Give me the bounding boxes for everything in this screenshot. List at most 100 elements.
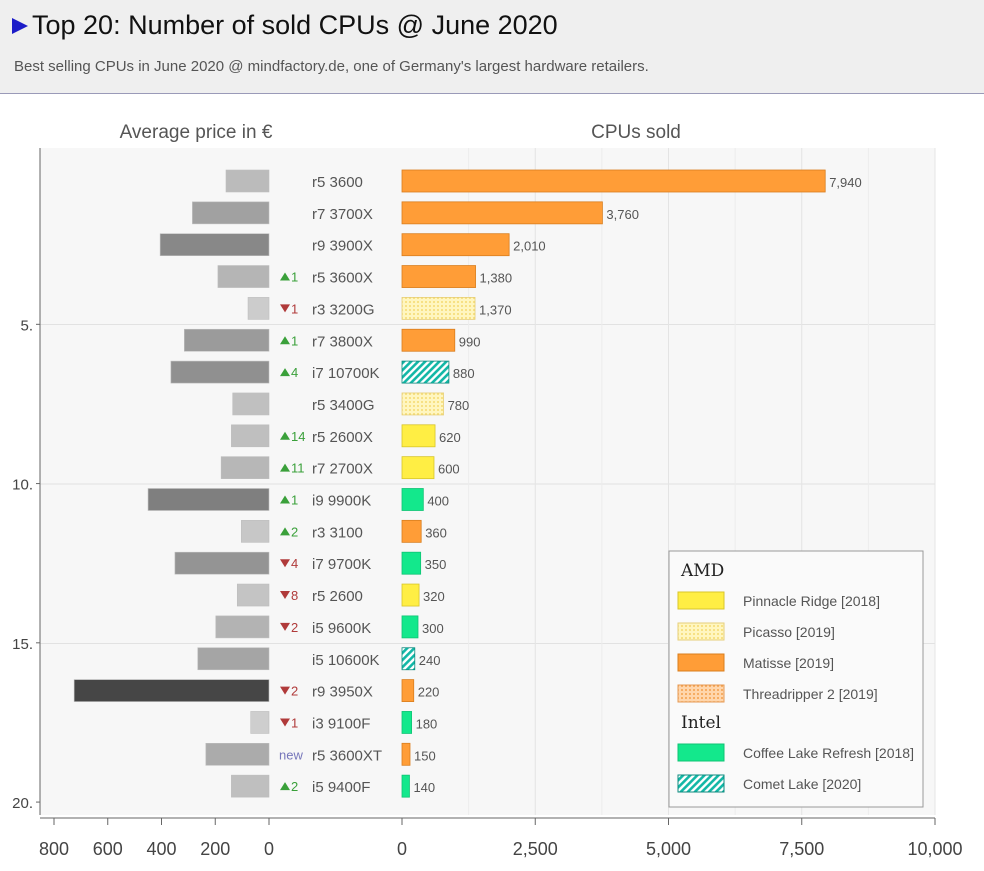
sold-bar xyxy=(401,424,436,448)
sold-bar xyxy=(401,774,410,798)
sold-bar xyxy=(401,360,450,384)
legend-item-label: Threadripper 2 [2019] xyxy=(743,686,878,702)
right-x-tick-label: 10,000 xyxy=(907,839,962,859)
price-bar xyxy=(236,583,270,607)
price-bar xyxy=(205,742,270,766)
rank-change-label: 1 xyxy=(291,270,298,285)
sold-value-label: 350 xyxy=(425,557,447,572)
legend-swatch xyxy=(677,591,725,610)
sold-value-label: 140 xyxy=(413,780,435,795)
rank-change-label: 4 xyxy=(291,556,298,571)
rank-change-label: 2 xyxy=(291,779,298,794)
rank-up-icon xyxy=(280,527,290,536)
cpu-name-label: r3 3200G xyxy=(312,301,375,318)
sold-bar xyxy=(401,711,412,734)
legend-swatch xyxy=(677,684,725,703)
sold-bar xyxy=(401,679,415,702)
sold-value-label: 2,010 xyxy=(513,239,546,254)
price-bar xyxy=(247,297,270,320)
price-bar xyxy=(73,679,270,702)
legend-item-label: Comet Lake [2020] xyxy=(743,776,861,792)
cpu-name-label: i5 9400F xyxy=(312,779,370,796)
rank-down-icon xyxy=(280,686,290,695)
right-x-tick-label: 0 xyxy=(397,839,407,859)
sold-bar xyxy=(401,519,422,543)
price-bar xyxy=(215,615,270,639)
sold-bar xyxy=(401,392,444,416)
rank-change-label: 2 xyxy=(291,524,298,539)
rank-change-label: 11 xyxy=(291,461,305,476)
rank-change-label: 8 xyxy=(291,588,298,603)
sold-value-label: 150 xyxy=(414,748,436,763)
sold-bar xyxy=(401,742,411,766)
sold-value-label: 600 xyxy=(438,462,460,477)
price-bar xyxy=(231,774,270,798)
price-bar xyxy=(232,392,270,416)
price-bar xyxy=(197,647,270,671)
left-panel-label: Average price in € xyxy=(120,122,273,143)
sold-value-label: 1,380 xyxy=(480,271,513,286)
price-bar xyxy=(217,265,270,288)
price-bar xyxy=(241,520,270,543)
cpu-name-label: r7 3700X xyxy=(312,206,373,223)
sold-bar xyxy=(401,488,424,511)
cpu-name-label: r5 2600X xyxy=(312,429,373,446)
legend-item-label: Coffee Lake Refresh [2018] xyxy=(743,745,914,761)
rank-change-label: 4 xyxy=(291,365,298,380)
cpu-name-label: i5 9600K xyxy=(312,620,371,637)
cpu-name-label: i5 10600K xyxy=(312,652,380,669)
sold-bar xyxy=(401,328,456,352)
sold-value-label: 400 xyxy=(427,494,449,509)
price-bar xyxy=(159,233,270,256)
price-bar xyxy=(225,169,270,193)
sold-bar xyxy=(401,583,420,607)
left-x-tick-label: 200 xyxy=(200,839,230,859)
rank-tick-label: 15. xyxy=(12,636,33,653)
rank-change-label: 2 xyxy=(291,620,298,635)
chart-title: Top 20: Number of sold CPUs @ June 2020 xyxy=(12,10,558,41)
sold-value-label: 320 xyxy=(423,589,445,604)
legend-group-title: AMD xyxy=(680,561,724,581)
header: Top 20: Number of sold CPUs @ June 2020 … xyxy=(0,0,984,94)
cpu-name-label: i9 9900K xyxy=(312,493,371,510)
rank-up-icon xyxy=(280,336,290,345)
rank-down-icon xyxy=(280,718,290,727)
price-bar xyxy=(250,711,270,734)
sold-bar xyxy=(401,647,416,671)
rank-change-label: 1 xyxy=(291,715,298,730)
cpu-name-label: r5 3600 xyxy=(312,174,363,191)
cpu-name-label: r7 3800X xyxy=(312,333,373,350)
rank-down-icon xyxy=(280,304,290,313)
cpu-name-label: r5 2600 xyxy=(312,588,363,605)
cpu-name-label: i7 9700K xyxy=(312,556,371,573)
sold-value-label: 880 xyxy=(453,366,475,381)
cpu-name-label: r7 2700X xyxy=(312,461,373,478)
right-panel-label: CPUs sold xyxy=(591,122,681,143)
right-x-tick-label: 7,500 xyxy=(779,839,824,859)
cpu-name-label: i7 10700K xyxy=(312,365,380,382)
sold-bar xyxy=(401,456,435,480)
chart-subtitle: Best selling CPUs in June 2020 @ mindfac… xyxy=(14,58,649,75)
cpu-name-label: r5 3400G xyxy=(312,397,375,414)
legend-swatch xyxy=(677,774,725,793)
rank-tick-label: 20. xyxy=(12,795,33,812)
sold-bar xyxy=(401,265,476,288)
rank-up-icon xyxy=(280,782,290,791)
sold-value-label: 300 xyxy=(422,621,444,636)
rank-up-icon xyxy=(280,272,290,281)
triangle-marker-icon xyxy=(12,17,28,34)
rank-change-label: 2 xyxy=(291,684,298,699)
legend-item-label: Picasso [2019] xyxy=(743,624,835,640)
sold-bar xyxy=(401,169,826,193)
rank-tick-label: 10. xyxy=(12,477,33,494)
left-x-tick-label: 600 xyxy=(93,839,123,859)
sold-value-label: 780 xyxy=(448,398,470,413)
rank-tick-label: 5. xyxy=(20,317,33,334)
rank-down-icon xyxy=(280,622,290,631)
legend-swatch xyxy=(677,653,725,672)
rank-up-icon xyxy=(280,495,290,504)
left-x-tick-label: 0 xyxy=(264,839,274,859)
sold-value-label: 180 xyxy=(416,716,438,731)
rank-change-label: 14 xyxy=(291,429,305,444)
